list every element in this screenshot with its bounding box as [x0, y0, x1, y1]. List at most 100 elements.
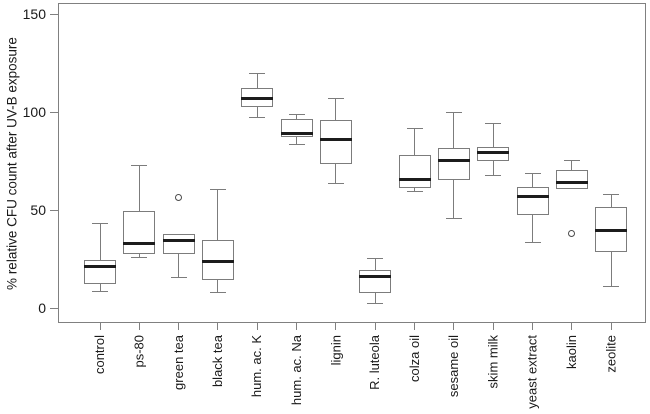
y-tick-label: 50	[30, 202, 46, 219]
y-tick-label: 150	[22, 6, 46, 23]
outlier-point	[175, 194, 183, 202]
median-line	[359, 274, 392, 278]
median-line	[555, 180, 588, 184]
upper-whisker-cap	[131, 165, 148, 167]
median-line	[516, 195, 549, 199]
x-tick-label-text: hum. ac. Na	[288, 335, 304, 406]
x-axis-tick	[335, 323, 337, 330]
lower-whisker	[138, 253, 140, 258]
median-line	[201, 259, 234, 263]
boxplot-box	[516, 187, 549, 216]
y-axis-tick	[50, 14, 58, 16]
median-line	[280, 131, 313, 135]
x-axis-tick	[414, 323, 416, 330]
x-axis-tick	[571, 323, 573, 330]
lower-whisker-cap	[131, 256, 148, 258]
x-axis-tick	[138, 323, 140, 330]
boxplot-box	[319, 119, 352, 164]
upper-whisker-cap	[563, 160, 580, 162]
y-axis-tick	[50, 112, 58, 114]
x-tick-label-text: yeast extract	[524, 335, 540, 409]
upper-whisker-cap	[288, 114, 305, 116]
upper-whisker-cap	[445, 112, 462, 114]
x-axis-tick	[610, 323, 612, 330]
lower-whisker-cap	[209, 292, 226, 294]
lower-whisker	[374, 292, 376, 304]
upper-whisker-cap	[249, 73, 266, 75]
median-line	[162, 239, 195, 243]
y-axis-title: % relative CFU count after UV-B exposure	[4, 37, 20, 290]
x-axis-tick	[453, 323, 455, 330]
lower-whisker	[178, 253, 180, 278]
upper-whisker-cap	[485, 122, 502, 124]
median-line	[319, 137, 352, 141]
upper-whisker-cap	[367, 257, 384, 259]
upper-whisker	[256, 73, 258, 89]
median-line	[84, 264, 116, 268]
lower-whisker	[217, 279, 219, 293]
lower-whisker	[414, 188, 416, 192]
upper-whisker	[335, 98, 337, 120]
x-tick-label-text: ps-80	[131, 335, 147, 368]
median-line	[123, 242, 156, 246]
x-axis-tick	[296, 323, 298, 330]
upper-whisker-cap	[92, 222, 108, 224]
plot-area	[58, 3, 646, 323]
median-line	[595, 228, 628, 232]
upper-whisker	[571, 160, 573, 171]
boxplot-box	[359, 270, 392, 293]
upper-whisker	[453, 112, 455, 148]
boxplot-box	[162, 233, 195, 254]
upper-whisker	[374, 258, 376, 271]
lower-whisker	[335, 163, 337, 184]
lower-whisker-cap	[603, 286, 620, 288]
lower-whisker	[256, 106, 258, 118]
lower-whisker-cap	[485, 174, 502, 176]
x-tick-label-text: green tea	[170, 335, 186, 390]
upper-whisker	[492, 123, 494, 147]
x-axis-tick	[532, 323, 534, 330]
upper-whisker	[138, 165, 140, 212]
upper-whisker-cap	[603, 194, 620, 196]
x-tick-label-text: zeolite	[603, 335, 619, 373]
median-line	[398, 177, 431, 181]
median-line	[241, 96, 274, 100]
lower-whisker-cap	[249, 117, 266, 119]
x-tick-label-text: colza oil	[406, 335, 422, 382]
y-axis-tick	[50, 210, 58, 212]
lower-whisker-cap	[524, 242, 541, 244]
upper-whisker-cap	[327, 97, 344, 99]
upper-whisker	[414, 128, 416, 155]
lower-whisker-cap	[288, 143, 305, 145]
upper-whisker	[99, 223, 101, 261]
lower-whisker	[453, 180, 455, 219]
lower-whisker-cap	[170, 277, 187, 279]
upper-whisker-cap	[524, 172, 541, 174]
median-line	[477, 151, 510, 155]
x-axis-tick	[492, 323, 494, 330]
boxplot-box	[555, 170, 588, 189]
boxplot-box	[437, 147, 470, 181]
upper-whisker-cap	[209, 188, 226, 190]
x-tick-label-text: skim milk	[485, 335, 501, 389]
upper-whisker	[610, 194, 612, 207]
lower-whisker	[296, 137, 298, 145]
x-tick-label-text: sesame oil	[445, 335, 461, 398]
upper-whisker	[217, 189, 219, 240]
median-line	[437, 159, 470, 163]
outlier-point	[568, 229, 576, 237]
x-axis-tick	[256, 323, 258, 330]
lower-whisker	[492, 160, 494, 176]
boxplot-box	[123, 211, 156, 254]
x-axis-tick	[99, 323, 101, 330]
lower-whisker	[532, 215, 534, 243]
lower-whisker	[99, 283, 101, 292]
x-tick-label-text: black tea	[209, 335, 225, 388]
upper-whisker-cap	[406, 127, 423, 129]
lower-whisker-cap	[92, 291, 108, 293]
x-tick-label-text: lignin	[327, 335, 343, 366]
x-axis-tick	[178, 323, 180, 330]
lower-whisker-cap	[406, 191, 423, 193]
x-axis-tick	[217, 323, 219, 330]
